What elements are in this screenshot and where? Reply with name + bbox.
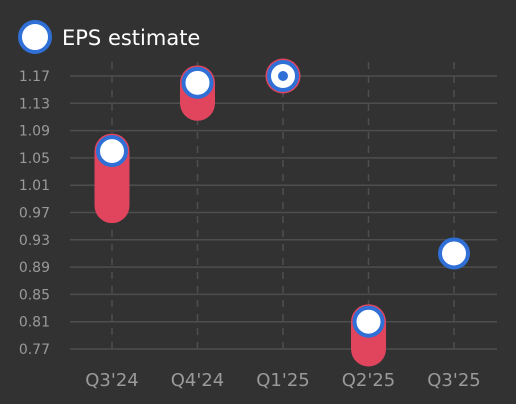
y-tick-label: 0.97 (19, 206, 50, 222)
x-tick-label: Q2'25 (342, 370, 395, 391)
y-tick-label: 1.01 (19, 178, 50, 194)
y-tick-label: 1.17 (19, 69, 50, 85)
y-tick-label: 0.89 (19, 260, 50, 276)
y-axis-tick-labels: 0.77 0.81 0.85 0.89 0.93 0.97 1.01 1.05 1.09 1.13… (19, 69, 50, 358)
y-tick-label: 1.13 (19, 96, 50, 112)
x-tick-label: Q3'25 (427, 370, 480, 391)
eps-estimate-point[interactable] (352, 305, 385, 338)
legend-marker-icon (18, 20, 52, 54)
eps-estimate-point[interactable] (438, 237, 470, 270)
y-tick-label: 1.05 (19, 151, 50, 167)
x-axis-tick-labels: Q3'24 Q4'24 Q1'25 Q2'25 Q3'25 (85, 370, 480, 391)
eps-estimate-point[interactable] (181, 66, 214, 99)
eps-estimate-point[interactable] (96, 135, 128, 168)
y-tick-label: 0.77 (19, 342, 50, 358)
y-tick-label: 0.93 (19, 233, 50, 249)
y-tick-label: 0.81 (19, 315, 50, 331)
y-tick-label: 0.85 (19, 287, 50, 303)
y-tick-label: 1.09 (19, 124, 50, 140)
grid-layer (70, 62, 497, 356)
eps-estimate-points (96, 60, 470, 338)
eps-point-center-dot (278, 71, 288, 81)
x-tick-label: Q1'25 (256, 370, 309, 391)
x-tick-label: Q3'24 (85, 370, 138, 391)
legend: EPS estimate (18, 20, 200, 54)
legend-label: EPS estimate (62, 26, 200, 50)
x-tick-label: Q4'24 (171, 370, 224, 391)
